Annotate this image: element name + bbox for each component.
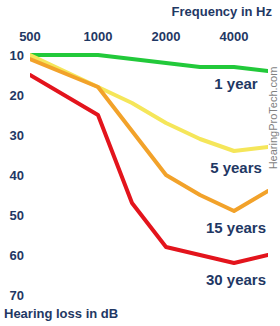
y-tick-label: 10 bbox=[10, 48, 24, 63]
y-tick-label: 60 bbox=[10, 248, 24, 263]
series-line bbox=[30, 75, 268, 263]
chart: 500 1000 2000 4000 10 20 30 40 50 60 70 Frequency i… bbox=[0, 0, 280, 326]
y-axis-title: Hearing loss in dB bbox=[4, 306, 118, 321]
series-label: 30 years bbox=[206, 271, 266, 288]
series-line bbox=[30, 55, 268, 151]
x-tick-label: 2000 bbox=[152, 29, 181, 44]
x-tick-label: 4000 bbox=[220, 29, 249, 44]
y-tick-label: 50 bbox=[10, 208, 24, 223]
x-tick-label: 1000 bbox=[84, 29, 113, 44]
series-line bbox=[30, 59, 268, 211]
series-line bbox=[30, 55, 268, 71]
series-label: 15 years bbox=[206, 219, 266, 236]
x-tick-label: 500 bbox=[19, 29, 41, 44]
x-axis-title: Frequency in Hz bbox=[172, 4, 273, 19]
watermark: HearingProTech.com bbox=[267, 67, 279, 170]
series-label: 5 years bbox=[210, 159, 262, 176]
series-label: 1 year bbox=[214, 75, 258, 92]
y-tick-label: 20 bbox=[10, 88, 24, 103]
y-tick-label: 30 bbox=[10, 128, 24, 143]
y-tick-label: 40 bbox=[10, 168, 24, 183]
y-tick-label: 70 bbox=[10, 288, 24, 303]
plot-area bbox=[30, 55, 268, 263]
